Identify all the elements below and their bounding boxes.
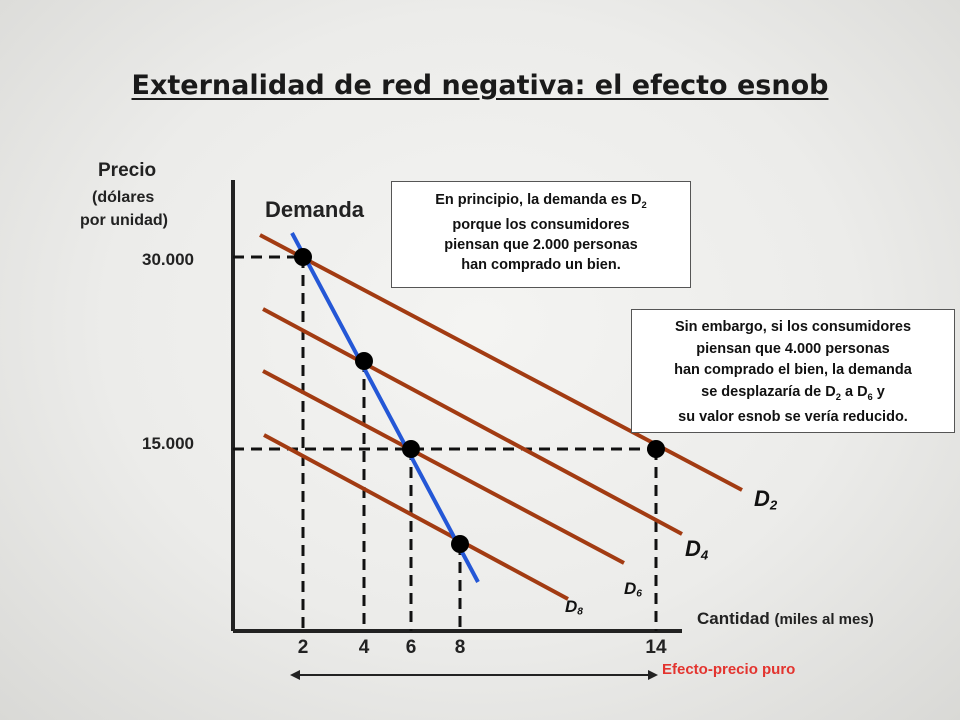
price-effect-label: Efecto-precio puro — [662, 661, 796, 678]
demand-curve-d6 — [262, 369, 625, 565]
callout-initial-demand: En principio, la demanda es D2 porque lo… — [391, 181, 691, 288]
y-tick-label: 30.000 — [142, 250, 194, 269]
market-demand-label: Demanda — [265, 197, 365, 222]
curve-label-d8: D8 — [565, 597, 583, 618]
callout-demand-shift: Sin embargo, si los consumidores piensan… — [631, 309, 955, 433]
x-axis-title-main: Cantidad — [697, 609, 770, 628]
x-axis-title-unit: (miles al mes) — [774, 611, 874, 628]
y-axis-unit-line1: (dólares — [92, 189, 155, 206]
x-tick-label: 8 — [454, 637, 466, 658]
callout-line: han comprado un bien. — [461, 256, 621, 273]
x-tick-label: 14 — [645, 637, 667, 658]
callout-line: porque los consumidores — [452, 216, 630, 233]
y-axis-title: Precio — [98, 160, 157, 181]
y-axis-unit-line2: por unidad) — [80, 212, 168, 229]
x-tick-label: 6 — [405, 637, 417, 658]
curve-label-d2: D2 — [754, 486, 778, 513]
curve-label-d4: D4 — [685, 536, 709, 563]
point-q2 — [294, 248, 312, 266]
point-q4 — [355, 352, 373, 370]
x-axis-title: Cantidad (miles al mes) — [697, 609, 874, 629]
x-tick-label: 4 — [358, 637, 370, 658]
chart-title: Externalidad de red negativa: el efecto … — [131, 70, 829, 101]
point-q8 — [451, 535, 469, 553]
y-tick-label: 15.000 — [142, 434, 194, 453]
callout-line: se desplazaría de D2 a D6 y — [701, 383, 885, 402]
callout-line: Sin embargo, si los consumidores — [674, 319, 912, 335]
callout-line: piensan que 4.000 personas — [696, 340, 890, 357]
market-demand-curve — [290, 232, 480, 583]
callout-line: piensan que 2.000 personas — [444, 236, 638, 253]
callout-line: En principio, la demanda es D2 — [435, 192, 647, 210]
callout-line: han comprado el bien, la demanda — [674, 362, 912, 378]
demand-curve-d4 — [262, 307, 683, 536]
point-q6 — [402, 440, 420, 458]
x-tick-label: 2 — [297, 637, 309, 658]
curve-label-d6: D6 — [624, 579, 642, 600]
demand-curve-d8 — [263, 433, 569, 601]
callout-line: su valor esnob se vería reducido. — [678, 408, 908, 425]
point-q14 — [647, 440, 665, 458]
